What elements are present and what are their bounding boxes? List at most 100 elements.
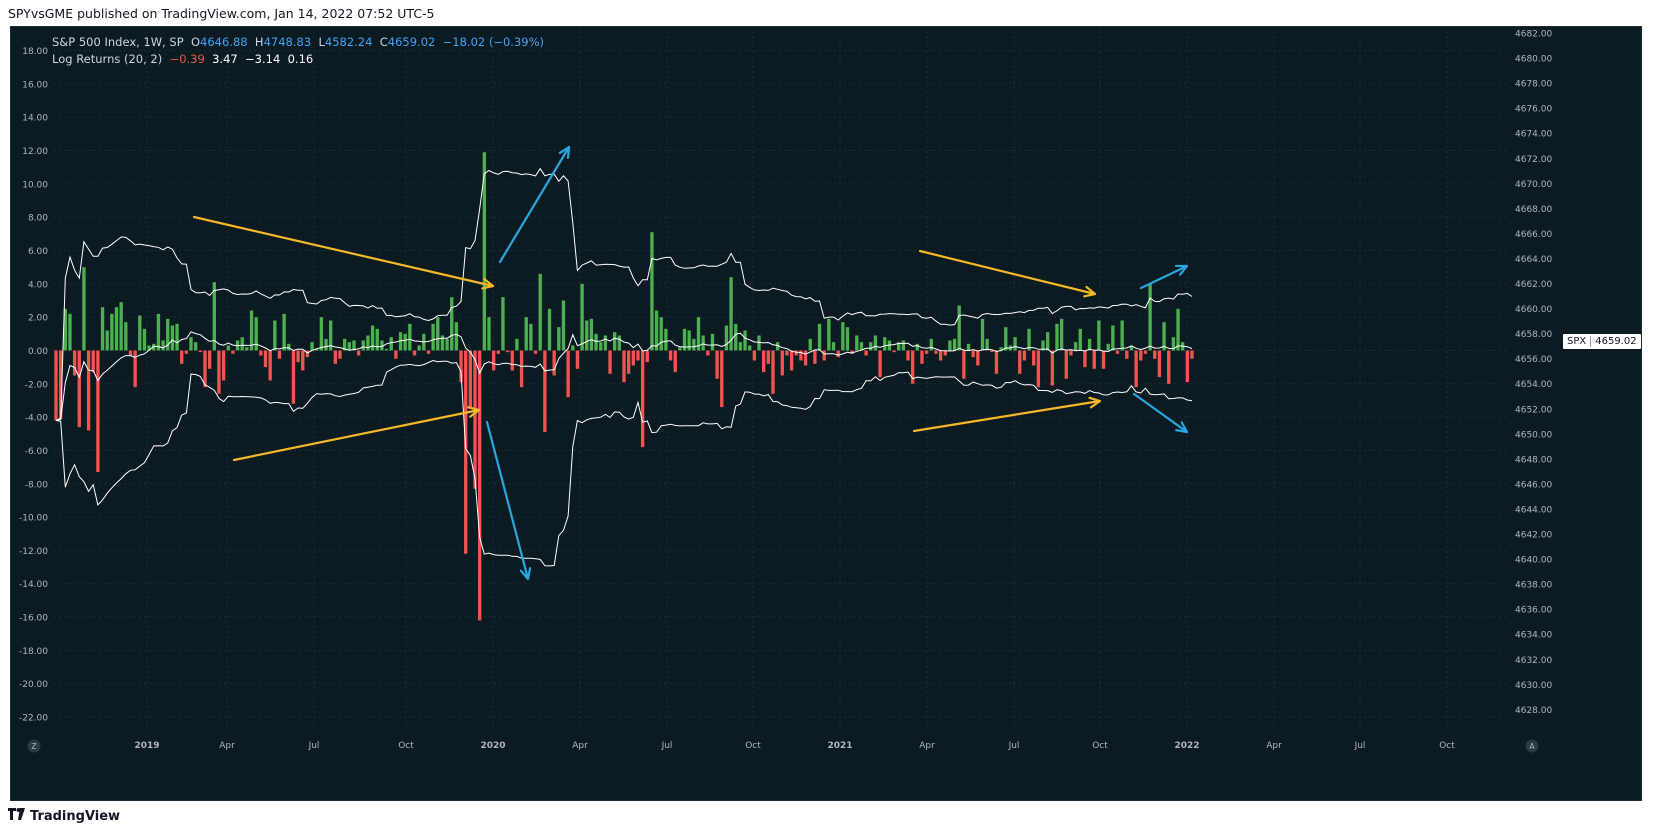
return-bar xyxy=(636,350,640,361)
return-bar xyxy=(622,350,626,383)
legend-indicator-name[interactable]: Log Returns (20, 2) xyxy=(52,52,163,66)
return-bar xyxy=(1092,350,1096,369)
return-bar xyxy=(478,350,482,621)
return-bar xyxy=(827,318,831,351)
return-bar xyxy=(664,328,668,351)
return-bar xyxy=(878,350,882,378)
return-bar xyxy=(706,350,710,356)
return-bar xyxy=(459,350,463,383)
return-bar xyxy=(417,345,421,351)
return-bar xyxy=(654,310,659,351)
return-bar xyxy=(766,350,770,364)
return-bar xyxy=(557,327,561,351)
x-tick-label: Jul xyxy=(1354,741,1366,751)
right-tick-label: 4666.00 xyxy=(1515,230,1552,240)
return-bar xyxy=(156,313,161,351)
legend-c-label: C xyxy=(379,35,388,49)
right-tick-label: 4628.00 xyxy=(1515,706,1552,716)
x-tick-label: 2021 xyxy=(827,741,852,751)
legend-value-4: 0.16 xyxy=(287,52,314,66)
return-bar xyxy=(147,345,151,351)
return-bar xyxy=(1004,327,1008,351)
lower-band-line xyxy=(55,359,1193,567)
left-tick-label: -12.00 xyxy=(19,547,48,557)
legend-o-label: O xyxy=(190,35,201,49)
return-bar xyxy=(342,338,347,351)
right-tick-label: 4646.00 xyxy=(1515,480,1552,490)
return-bar xyxy=(408,323,412,351)
return-bar xyxy=(724,325,729,351)
return-bar xyxy=(906,350,910,361)
legend-l-label: L xyxy=(318,35,325,49)
left-tick-label: 16.00 xyxy=(22,80,48,90)
return-bar xyxy=(678,347,682,351)
chart-legend: S&P 500 Index, 1W, SP O4646.88 H4748.83 … xyxy=(52,34,544,68)
footer[interactable]: TradingView xyxy=(8,808,120,824)
return-bar xyxy=(473,350,477,489)
return-bar xyxy=(850,350,854,354)
zoom-corner-label: Z xyxy=(31,742,37,751)
return-bar xyxy=(1167,350,1171,384)
return-bar xyxy=(650,232,654,351)
legend-value-1: −0.39 xyxy=(169,52,205,66)
return-bar xyxy=(96,350,100,473)
right-tick-label: 4652.00 xyxy=(1515,405,1552,415)
return-bar xyxy=(58,350,63,419)
return-bar xyxy=(910,350,915,384)
right-tick-label: 4658.00 xyxy=(1515,330,1552,340)
right-tick-label: 4638.00 xyxy=(1515,581,1552,591)
blue-arrow-down-2020 xyxy=(485,420,532,581)
return-bar xyxy=(166,318,170,351)
publisher-header: SPYvsGME published on TradingView.com, J… xyxy=(8,6,435,21)
return-bar xyxy=(920,350,924,364)
right-tick-label: 4662.00 xyxy=(1515,280,1552,290)
return-bar xyxy=(184,350,189,354)
return-bar xyxy=(450,297,454,351)
return-bar xyxy=(226,345,230,351)
return-bar xyxy=(775,342,780,351)
auto-scale-corner-button[interactable] xyxy=(1525,739,1539,753)
return-bar xyxy=(170,325,175,351)
return-bar xyxy=(999,347,1003,351)
return-bar xyxy=(291,350,296,404)
return-bar xyxy=(757,335,761,351)
zoom-corner-button[interactable] xyxy=(27,739,41,753)
return-bar xyxy=(180,350,184,364)
return-bar xyxy=(813,350,817,364)
return-bar xyxy=(897,342,901,351)
right-tick-label: 4664.00 xyxy=(1515,255,1552,265)
return-bar xyxy=(841,322,845,351)
return-bar xyxy=(86,350,91,431)
return-bar xyxy=(808,338,812,351)
return-bar xyxy=(412,350,417,356)
return-bar xyxy=(710,333,715,351)
return-bar xyxy=(529,323,533,351)
return-bar xyxy=(873,335,878,351)
return-bar xyxy=(780,350,784,376)
return-bar xyxy=(585,320,589,351)
return-bar xyxy=(533,350,538,354)
return-bar xyxy=(580,283,584,351)
log-returns-chart[interactable]: 18.00 16.00 14.00 12.00 10.00 8.00 6.00 4.00 2.0… xyxy=(10,26,1642,801)
right-tick-label: 4672.00 xyxy=(1515,155,1552,165)
return-bar xyxy=(1032,350,1036,366)
return-bar xyxy=(515,338,519,351)
return-bar xyxy=(1176,308,1180,351)
return-bar xyxy=(943,350,947,356)
right-tick-label: 4682.00 xyxy=(1515,30,1552,40)
return-bar xyxy=(403,333,407,351)
right-tick-label: 4632.00 xyxy=(1515,656,1552,666)
arrow-shaft xyxy=(912,399,1102,433)
upper-band-line xyxy=(55,167,1193,421)
return-bar xyxy=(315,348,319,351)
return-bar xyxy=(496,350,500,354)
arrow-shaft xyxy=(192,215,495,288)
legend-high: 4748.83 xyxy=(263,35,312,49)
return-bar xyxy=(980,318,985,351)
return-bar xyxy=(249,310,254,351)
legend-symbol[interactable]: S&P 500 Index, 1W, SP xyxy=(52,35,184,49)
return-bar xyxy=(1022,350,1027,361)
legend-h-label: H xyxy=(254,35,264,49)
price-label: SPX 4659.02 xyxy=(1563,334,1641,349)
left-tick-label: -20.00 xyxy=(19,680,48,690)
